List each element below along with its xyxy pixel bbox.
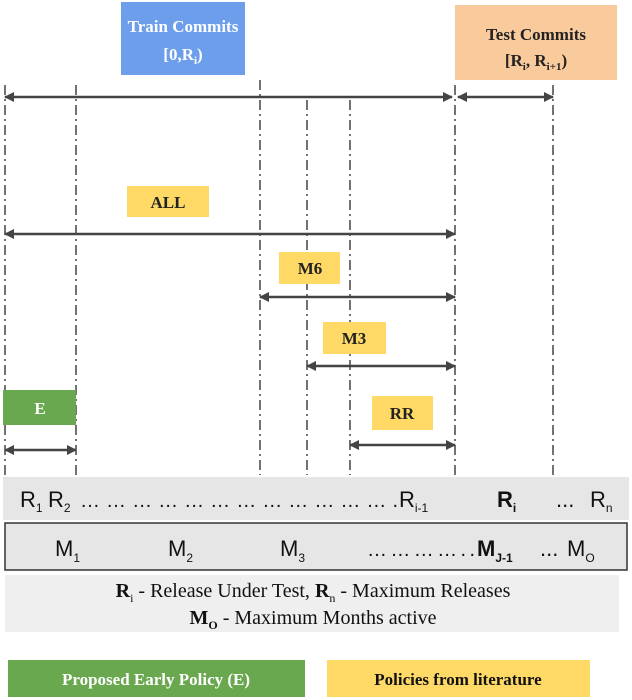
all-box bbox=[127, 186, 209, 217]
test-range: [Ri, Ri+1) bbox=[505, 51, 567, 73]
text: , R bbox=[526, 51, 548, 70]
text: M bbox=[567, 536, 585, 561]
legend-band bbox=[5, 575, 619, 632]
text: i bbox=[130, 591, 134, 605]
release-row: R1 R2 ………………………………. Ri-1 Ri ... Rn bbox=[20, 487, 613, 515]
test-title: Test Commits bbox=[486, 25, 586, 44]
text: [0,R bbox=[163, 45, 194, 64]
text: - Maximum Months active bbox=[218, 607, 437, 629]
key-literature-box bbox=[327, 660, 590, 697]
train-box bbox=[121, 2, 245, 75]
train-range: [0,Ri) bbox=[163, 45, 202, 67]
text: R bbox=[48, 487, 64, 512]
text: R bbox=[116, 580, 131, 602]
text: R bbox=[590, 487, 606, 512]
text: i bbox=[513, 501, 516, 515]
m6-label: M6 bbox=[298, 259, 323, 278]
label: MJ-1 bbox=[477, 536, 513, 565]
month-band bbox=[4, 522, 628, 571]
e-label: E bbox=[34, 399, 45, 418]
text: M bbox=[477, 536, 495, 561]
text: i bbox=[194, 55, 197, 67]
label: M1 bbox=[55, 536, 80, 565]
all-label: ALL bbox=[151, 193, 186, 212]
text: R bbox=[315, 580, 330, 602]
text: ) bbox=[561, 51, 567, 70]
text: - Release Under Test, bbox=[133, 580, 315, 602]
e-box bbox=[3, 390, 76, 425]
m3-box bbox=[323, 322, 386, 354]
rr-label: RR bbox=[390, 404, 415, 423]
text: M bbox=[280, 536, 298, 561]
text: O bbox=[208, 618, 217, 632]
label: MO bbox=[567, 536, 595, 565]
text: 1 bbox=[36, 501, 43, 515]
rr-box bbox=[372, 396, 433, 430]
text: ………………………………. bbox=[80, 490, 398, 512]
text: M bbox=[55, 536, 73, 561]
label: Ri bbox=[497, 487, 516, 515]
text: R bbox=[497, 487, 513, 512]
text: i-1 bbox=[415, 501, 429, 515]
text: R bbox=[20, 487, 36, 512]
train-title: Train Commits bbox=[128, 17, 239, 36]
text: R bbox=[399, 487, 415, 512]
text: J-1 bbox=[495, 551, 513, 565]
text: i+1 bbox=[547, 61, 562, 73]
label: R1 bbox=[20, 487, 43, 515]
text: n bbox=[606, 501, 613, 515]
text: n bbox=[329, 591, 335, 605]
m6-box bbox=[279, 252, 340, 284]
text: 2 bbox=[64, 501, 71, 515]
text: 1 bbox=[73, 551, 80, 565]
text: 2 bbox=[186, 551, 193, 565]
legend-line2: MO - Maximum Months active bbox=[189, 607, 436, 632]
key-early: Proposed Early Policy (E) bbox=[62, 670, 250, 689]
release-band bbox=[3, 477, 629, 520]
text: M bbox=[168, 536, 186, 561]
text: O bbox=[585, 551, 594, 565]
text: M bbox=[189, 607, 208, 629]
key-early-box bbox=[8, 660, 305, 697]
text: - Maximum Releases bbox=[335, 580, 510, 602]
text: ………….. bbox=[367, 539, 475, 561]
label: Ri-1 bbox=[399, 487, 429, 515]
month-row: M1 M2 M3 ………….. MJ-1 ... MO bbox=[55, 536, 595, 565]
label: M3 bbox=[280, 536, 305, 565]
test-box bbox=[455, 5, 617, 80]
text: ... bbox=[556, 487, 574, 512]
m3-label: M3 bbox=[342, 329, 367, 348]
label: Rn bbox=[590, 487, 613, 515]
text: i bbox=[523, 61, 526, 73]
label: M2 bbox=[168, 536, 193, 565]
text: 3 bbox=[298, 551, 305, 565]
text: ... bbox=[540, 536, 558, 561]
legend-line1: Ri - Release Under Test, Rn - Maximum Re… bbox=[116, 580, 511, 605]
text: ) bbox=[197, 45, 203, 64]
key-literature: Policies from literature bbox=[374, 670, 542, 689]
label: R2 bbox=[48, 487, 71, 515]
text: [R bbox=[505, 51, 524, 70]
